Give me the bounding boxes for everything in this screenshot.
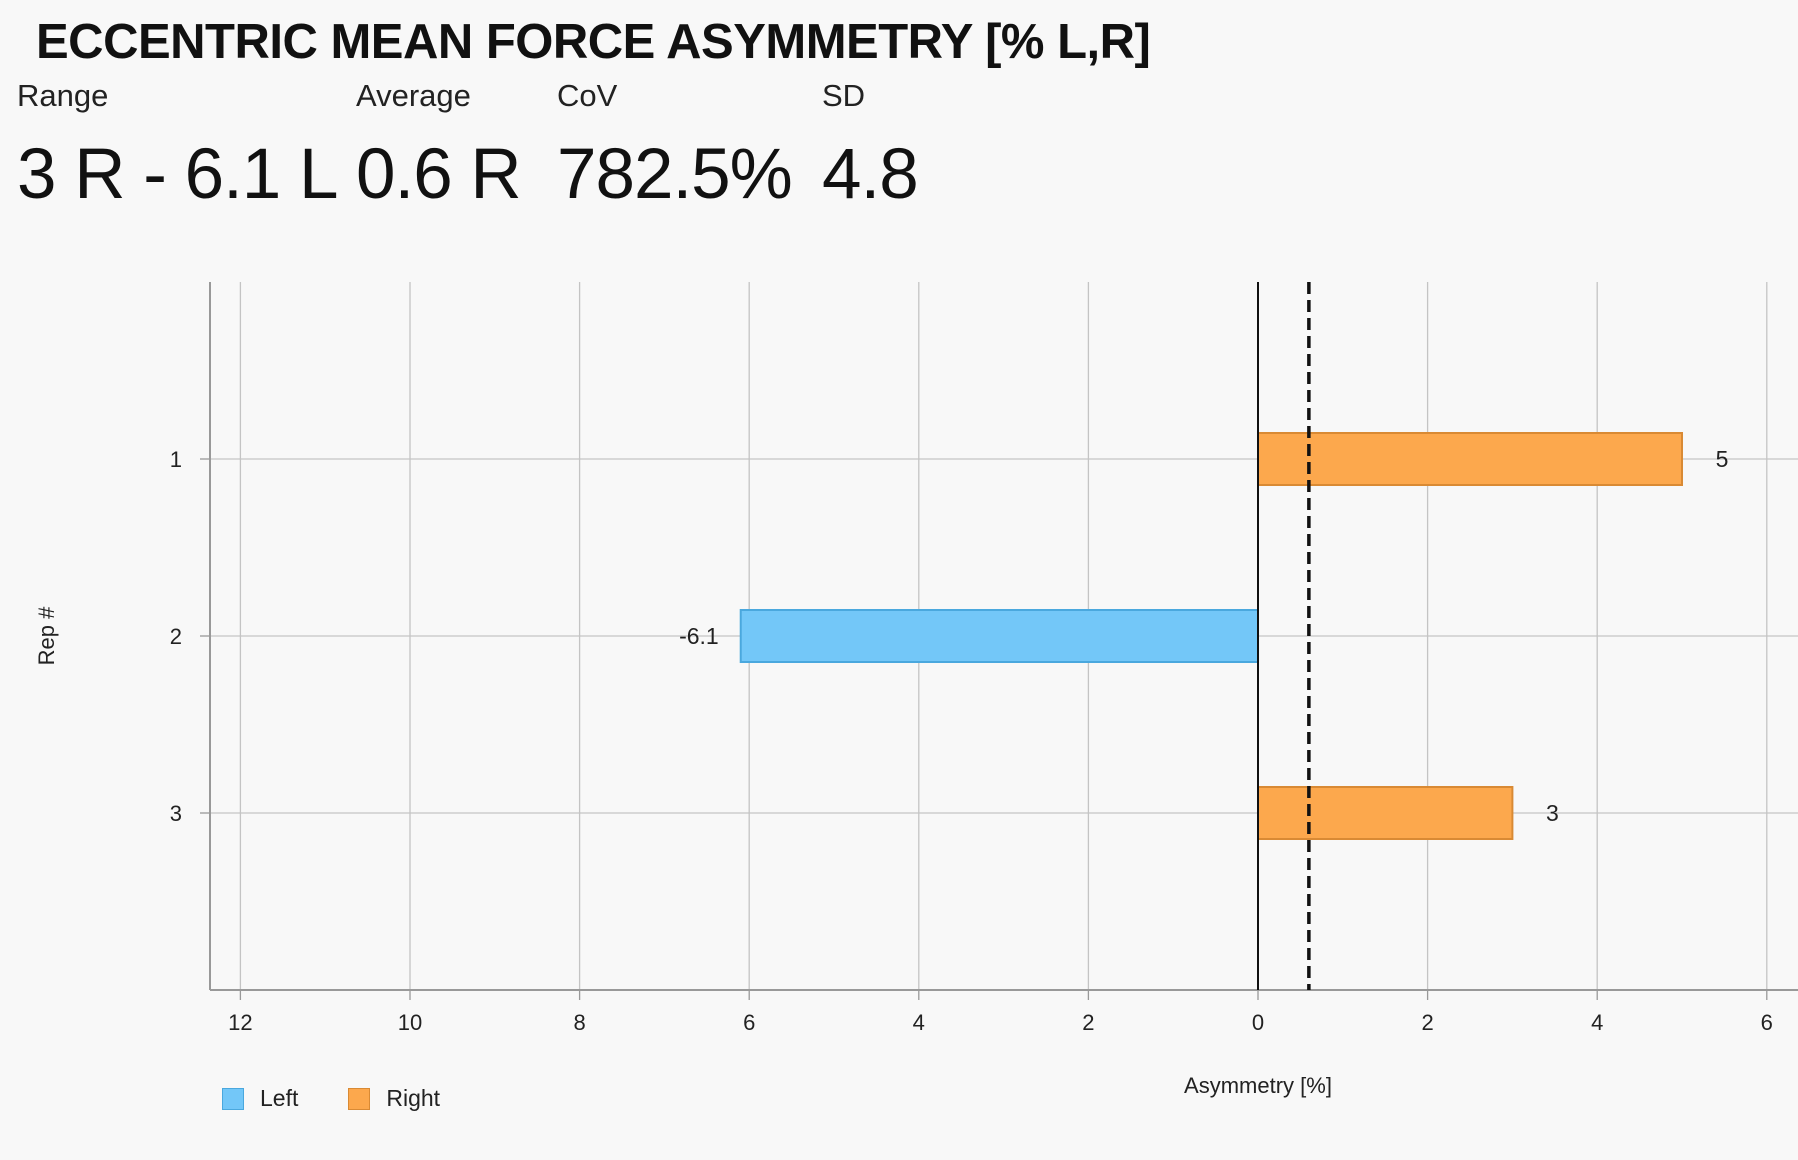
stat-cov: CoV 782.5% (557, 78, 793, 215)
stat-average-value: 0.6 R (356, 135, 522, 214)
bar-value-label: 3 (1546, 800, 1559, 826)
legend-left-swatch (222, 1087, 244, 1110)
y-axis-title: Rep # (34, 606, 59, 665)
x-tick-label: 2 (1421, 1010, 1433, 1035)
x-tick-label: 8 (573, 1010, 585, 1035)
x-tick-label: 6 (1761, 1010, 1773, 1035)
stat-range-value: 3 R - 6.1 L (17, 135, 338, 214)
page-title: ECCENTRIC MEAN FORCE ASYMMETRY [% L,R] (36, 15, 1151, 69)
bar-left (739, 609, 1259, 663)
x-tick-label: 4 (1591, 1010, 1603, 1035)
stat-range-label: Range (17, 78, 109, 113)
legend-right-label: Right (386, 1085, 441, 1111)
bar-value-label: -6.1 (679, 623, 719, 649)
x-tick-label: 6 (743, 1010, 755, 1035)
stat-average: Average 0.6 R (356, 78, 522, 215)
stat-range: Range 3 R - 6.1 L (17, 78, 338, 215)
y-tick-label: 1 (170, 447, 182, 472)
stat-average-label: Average (356, 78, 471, 113)
stat-cov-label: CoV (557, 78, 618, 113)
y-tick-label: 3 (170, 801, 182, 826)
x-axis-title: Asymmetry [%] (1184, 1073, 1332, 1098)
bar-right (1257, 432, 1683, 486)
stat-sd: SD 4.8 (822, 78, 919, 215)
x-tick-label: 4 (913, 1010, 925, 1035)
legend-left-label: Left (260, 1085, 299, 1111)
stat-cov-value: 782.5% (557, 135, 793, 214)
stat-sd-value: 4.8 (822, 135, 919, 214)
stat-sd-label: SD (822, 78, 866, 113)
bar-value-label: 5 (1716, 446, 1729, 472)
legend-right-swatch (348, 1087, 371, 1110)
x-tick-label: 0 (1252, 1010, 1264, 1035)
x-tick-label: 10 (398, 1010, 422, 1035)
y-tick-label: 2 (170, 624, 182, 649)
x-tick-label: 2 (1082, 1010, 1094, 1035)
bar-right (1257, 786, 1514, 840)
x-tick-label: 12 (228, 1010, 252, 1035)
legend: Left Right (222, 1085, 440, 1112)
